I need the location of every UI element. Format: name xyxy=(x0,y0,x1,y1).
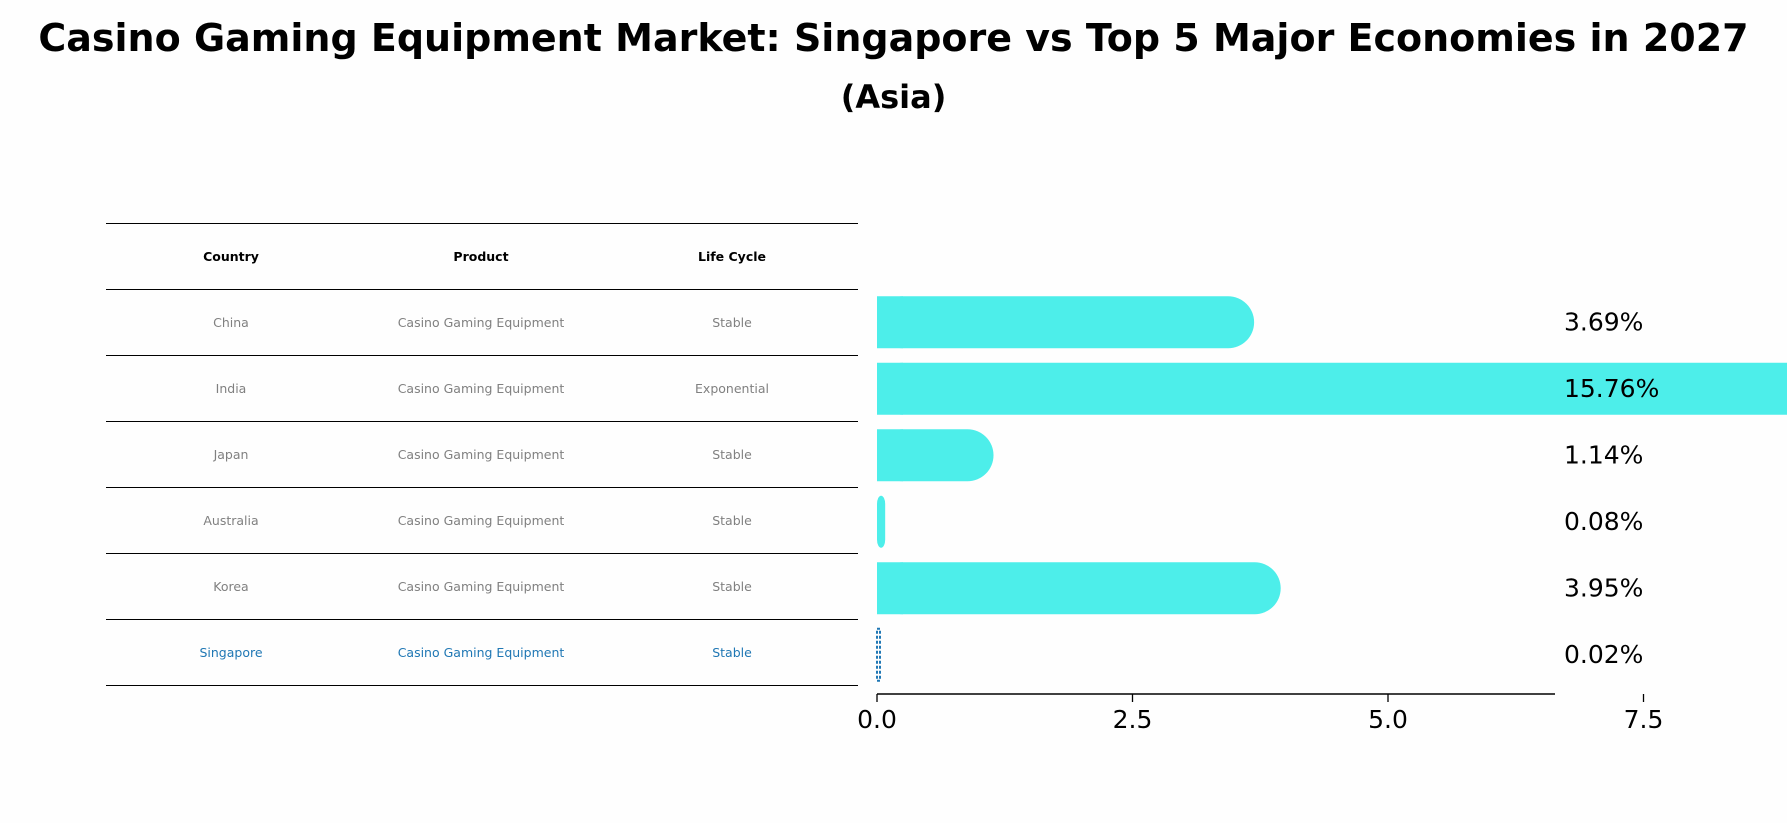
data-table: Country Product Life Cycle China Casino … xyxy=(106,223,858,686)
x-tick-label: 0.0 xyxy=(857,705,897,734)
cell-life-cycle: Stable xyxy=(712,513,752,528)
chart-subtitle: (Asia) xyxy=(840,78,947,116)
header-life-cycle: Life Cycle xyxy=(697,249,766,264)
bar-base xyxy=(877,429,903,482)
data-label: 3.95% xyxy=(1564,573,1643,602)
cell-product: Casino Gaming Equipment xyxy=(397,381,565,396)
data-label: 15.76% xyxy=(1564,374,1659,403)
data-label: 0.02% xyxy=(1564,640,1643,669)
table-header-row: Country Product Life Cycle xyxy=(106,223,858,289)
cell-life-cycle: Stable xyxy=(712,645,752,660)
cell-country: Australia xyxy=(203,513,259,528)
bar-singapore xyxy=(876,627,881,682)
bar-korea xyxy=(877,562,1281,615)
cell-product: Casino Gaming Equipment xyxy=(397,315,565,330)
x-tick-label: 7.5 xyxy=(1624,705,1664,734)
cell-product: Casino Gaming Equipment xyxy=(397,645,565,660)
cell-product: Casino Gaming Equipment xyxy=(397,579,565,594)
header-country: Country xyxy=(203,249,259,264)
cell-product: Casino Gaming Equipment xyxy=(397,513,565,528)
cell-country: Singapore xyxy=(199,645,263,660)
cell-life-cycle: Exponential xyxy=(695,381,769,396)
bar-base xyxy=(877,296,903,349)
bar-china xyxy=(877,296,1255,349)
x-tick-label: 5.0 xyxy=(1368,705,1408,734)
bar-india xyxy=(877,362,1787,415)
table-row: Australia Casino Gaming Equipment Stable xyxy=(106,487,858,553)
cell-life-cycle: Stable xyxy=(712,447,752,462)
header-product: Product xyxy=(453,249,509,264)
cell-country: Japan xyxy=(213,447,249,462)
bar-japan xyxy=(877,429,994,482)
cell-life-cycle: Stable xyxy=(712,315,752,330)
table-row: India Casino Gaming Equipment Exponentia… xyxy=(106,355,858,421)
bar-base xyxy=(877,562,903,615)
chart-title: Casino Gaming Equipment Market: Singapor… xyxy=(38,16,1749,60)
table-row: Korea Casino Gaming Equipment Stable xyxy=(106,553,858,619)
data-label: 3.69% xyxy=(1564,307,1643,336)
table-row-highlight: Singapore Casino Gaming Equipment Stable xyxy=(106,619,858,686)
cell-product: Casino Gaming Equipment xyxy=(397,447,565,462)
bar-australia xyxy=(877,495,886,548)
data-label: 0.08% xyxy=(1564,507,1643,536)
table-row: China Casino Gaming Equipment Stable xyxy=(106,289,858,355)
table-row: Japan Casino Gaming Equipment Stable xyxy=(106,421,858,487)
cell-country: India xyxy=(215,381,247,396)
cell-country: China xyxy=(213,315,249,330)
cell-life-cycle: Stable xyxy=(712,579,752,594)
bar-base xyxy=(877,362,903,415)
x-tick-label: 2.5 xyxy=(1113,705,1153,734)
cell-country: Korea xyxy=(213,579,249,594)
data-label: 1.14% xyxy=(1564,440,1643,469)
